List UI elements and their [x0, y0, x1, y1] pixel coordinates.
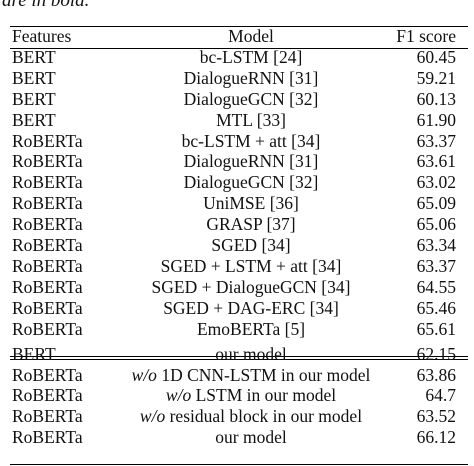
without-prefix: w/o	[131, 364, 157, 385]
f1-cell: 65.09	[416, 193, 456, 214]
model-name: 1D CNN-LSTM in our model	[156, 364, 371, 385]
table-row: RoBERTa GRASP [37] 65.06	[10, 214, 468, 235]
table-row: BERT MTL [33] 61.90	[10, 110, 468, 131]
model-cell: our model	[215, 343, 287, 364]
features-cell: RoBERTa	[12, 427, 83, 448]
header-model: Model	[228, 26, 274, 46]
f1-cell: 63.02	[416, 172, 456, 193]
features-cell: BERT	[12, 46, 56, 67]
features-cell: RoBERTa	[12, 255, 83, 276]
features-cell: BERT	[12, 343, 56, 364]
model-cell: SGED + DialogueGCN [34]	[151, 276, 351, 297]
model-cell: EmoBERTa [5]	[196, 318, 306, 339]
f1-cell: 60.45	[416, 46, 456, 67]
table-row: RoBERTa bc-LSTM + att [34] 63.37	[10, 131, 468, 152]
f1-cell: 63.34	[416, 235, 456, 256]
table-row: RoBERTa UniMSE [36] 65.09	[10, 193, 468, 214]
features-cell: BERT	[12, 88, 56, 109]
model-cell: w/o LSTM in our model	[122, 385, 380, 406]
model-cell: SGED + LSTM + att [34]	[160, 255, 342, 276]
features-cell: RoBERTa	[12, 318, 83, 339]
features-cell: RoBERTa	[12, 297, 83, 318]
model-cell: DialogueGCN [32]	[183, 172, 319, 193]
ablation-rows: BERT our model 62.15 RoBERTa w/o 1D CNN-…	[10, 340, 468, 449]
table-row: RoBERTa SGED [34] 63.34	[10, 235, 468, 256]
model-cell: SGED [34]	[211, 235, 291, 256]
f1-cell: 64.55	[416, 276, 456, 297]
features-cell: RoBERTa	[12, 406, 83, 427]
table-row: RoBERTa our model 66.12	[10, 427, 468, 448]
without-prefix: w/o	[165, 385, 192, 406]
f1-cell: 60.13	[416, 88, 456, 109]
model-cell: DialogueGCN [32]	[183, 88, 319, 109]
table-row: RoBERTa SGED + LSTM + att [34] 63.37	[10, 256, 468, 277]
caption-fragment: are in bold.	[2, 0, 90, 11]
model-cell: DialogueRNN [31]	[183, 67, 319, 88]
section-rule-upper	[10, 356, 468, 357]
model-name: residual block in our model	[165, 406, 363, 427]
table-row: RoBERTa SGED + DAG-ERC [34] 65.46	[10, 298, 468, 319]
model-cell: w/o 1D CNN-LSTM in our model	[122, 365, 380, 386]
model-cell: bc-LSTM + att [34]	[181, 130, 321, 151]
table-row: RoBERTa w/o 1D CNN-LSTM in our model 63.…	[10, 365, 468, 386]
features-cell: RoBERTa	[12, 172, 83, 193]
f1-cell: 63.52	[416, 406, 456, 427]
header-features: Features	[12, 26, 72, 46]
features-cell: RoBERTa	[12, 151, 83, 172]
features-cell: BERT	[12, 109, 56, 130]
f1-cell: 63.86	[416, 364, 456, 385]
model-cell: DialogueRNN [31]	[183, 151, 319, 172]
f1-cell: 63.37	[416, 255, 456, 276]
table-row: BERT our model 62.15	[10, 340, 468, 365]
table-row: RoBERTa w/o LSTM in our model 64.7	[10, 385, 468, 406]
model-cell: SGED + DAG-ERC [34]	[163, 297, 339, 318]
table-row: BERT bc-LSTM [24] 60.45	[10, 47, 468, 68]
best-f1-cell: 66.12	[416, 427, 456, 448]
model-cell: MTL [33]	[216, 109, 286, 130]
f1-cell: 63.61	[416, 151, 456, 172]
top-rule	[10, 26, 468, 27]
table-row: RoBERTa DialogueGCN [32] 63.02	[10, 172, 468, 193]
section-rule-lower	[10, 359, 468, 360]
features-cell: RoBERTa	[12, 364, 83, 385]
features-cell: RoBERTa	[12, 235, 83, 256]
f1-cell: 59.21	[416, 67, 456, 88]
table-row: RoBERTa SGED + DialogueGCN [34] 64.55	[10, 277, 468, 298]
table-row: RoBERTa EmoBERTa [5] 65.61	[10, 319, 468, 340]
features-cell: RoBERTa	[12, 385, 83, 406]
f1-cell: 64.7	[425, 385, 456, 406]
table-row: RoBERTa DialogueRNN [31] 63.61	[10, 151, 468, 172]
bottom-rule	[10, 464, 468, 465]
f1-cell: 61.90	[416, 109, 456, 130]
header-f1-score: F1 score	[396, 26, 456, 46]
without-prefix: w/o	[139, 406, 166, 427]
f1-cell: 63.37	[416, 130, 456, 151]
table-row: RoBERTa w/o residual block in our model …	[10, 406, 468, 427]
f1-cell: 65.61	[416, 318, 456, 339]
features-cell: RoBERTa	[12, 276, 83, 297]
header-row: Features Model F1 score	[10, 26, 468, 47]
table-row: BERT DialogueGCN [32] 60.13	[10, 89, 468, 110]
features-cell: BERT	[12, 67, 56, 88]
model-cell: GRASP [37]	[206, 214, 296, 235]
f1-cell: 65.06	[416, 214, 456, 235]
model-cell: w/o residual block in our model	[122, 406, 380, 427]
table-row: BERT DialogueRNN [31] 59.21	[10, 68, 468, 89]
model-name: LSTM in our model	[191, 385, 337, 406]
baseline-rows: BERT bc-LSTM [24] 60.45 BERT DialogueRNN [31…	[10, 47, 468, 340]
model-cell: bc-LSTM [24]	[199, 46, 303, 67]
results-table: Features Model F1 score BERT bc-LSTM [24]…	[10, 26, 468, 448]
features-cell: RoBERTa	[12, 193, 83, 214]
features-cell: RoBERTa	[12, 130, 83, 151]
features-cell: RoBERTa	[12, 214, 83, 235]
header-rule	[10, 48, 468, 49]
f1-cell: 65.46	[416, 297, 456, 318]
model-cell: our model	[215, 427, 287, 448]
model-cell: UniMSE [36]	[203, 193, 299, 214]
f1-cell: 62.15	[416, 343, 456, 364]
